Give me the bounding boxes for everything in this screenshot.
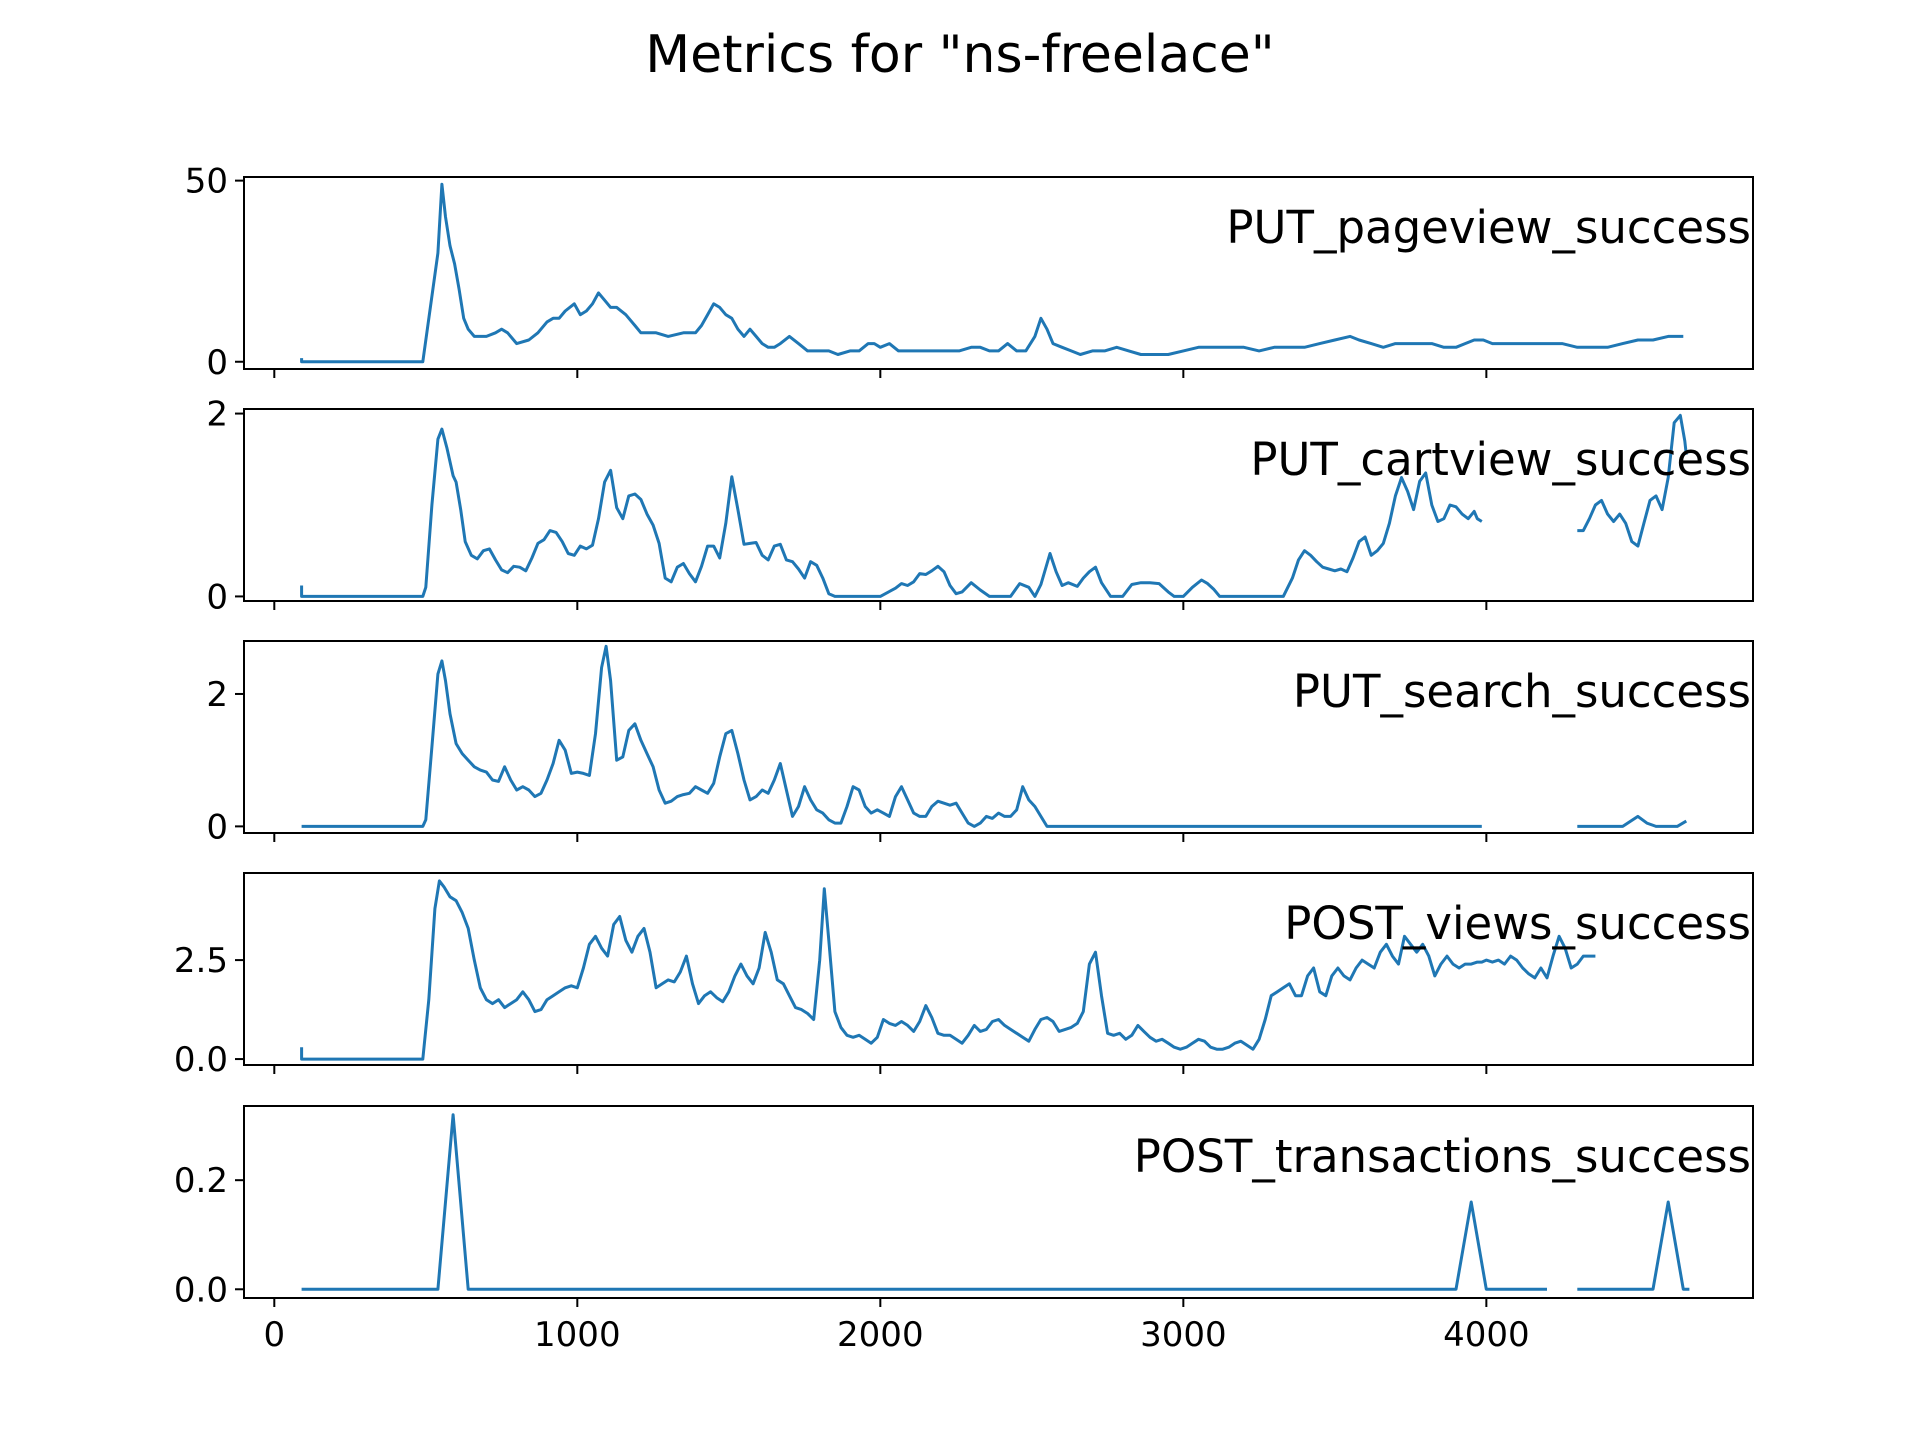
series-line-segment: [1577, 814, 1688, 828]
series-line-segment: [300, 427, 1483, 598]
x-tick-label: 0: [263, 1315, 285, 1355]
y-tick-label: 0: [206, 343, 228, 383]
series-label: PUT_cartview_success: [1250, 433, 1751, 486]
series-label: POST_views_success: [1284, 897, 1751, 950]
series-line-segment: [1577, 1200, 1690, 1291]
series-line-segment: [301, 644, 1482, 828]
x-tick-label: 1000: [534, 1315, 621, 1355]
y-tick-label: 50: [185, 162, 228, 202]
y-tick-label: 2: [206, 675, 228, 715]
y-tick-label: 2: [206, 395, 228, 435]
series-line-segment: [300, 182, 1684, 364]
y-tick-label: 0.0: [174, 1040, 228, 1080]
series-line-segment: [1577, 413, 1688, 548]
y-tick-label: 2.5: [174, 941, 228, 981]
x-tick-label: 2000: [837, 1315, 924, 1355]
axes-frame: [243, 640, 1754, 834]
subplot-4: 0.0 2.5 POST_views_success: [174, 872, 1754, 1080]
subplot-3: 0 2 PUT_search_success: [206, 640, 1754, 847]
series-line-segment: [301, 1113, 1547, 1291]
y-tick-label: 0.2: [174, 1161, 228, 1201]
series-label: POST_transactions_success: [1134, 1130, 1751, 1183]
panels: 0 50 PUT_pageview_success 0 2 PUT_cartview_su…: [174, 162, 1754, 1355]
y-tick-label: 0: [206, 577, 228, 617]
x-tick-label: 4000: [1443, 1315, 1530, 1355]
x-tick-label: 3000: [1140, 1315, 1227, 1355]
axes-frame: [243, 408, 1754, 602]
series-label: PUT_search_success: [1293, 665, 1751, 718]
y-tick-label: 0.0: [174, 1270, 228, 1310]
axes-frame: [243, 872, 1754, 1066]
subplot-5: 0 1000 2000 3000 4000 0.0 0.2 POST_transactions…: [174, 1105, 1754, 1355]
axes-frame: [243, 176, 1754, 370]
figure-title: Metrics for "ns-freelace": [645, 25, 1274, 85]
subplot-2: 0 2 PUT_cartview_success: [206, 395, 1754, 617]
y-tick-label: 0: [206, 807, 228, 847]
series-label: PUT_pageview_success: [1226, 201, 1751, 254]
axes-frame: [243, 1105, 1754, 1299]
subplot-1: 0 50 PUT_pageview_success: [185, 162, 1754, 383]
series-line-segment: [300, 879, 1596, 1061]
